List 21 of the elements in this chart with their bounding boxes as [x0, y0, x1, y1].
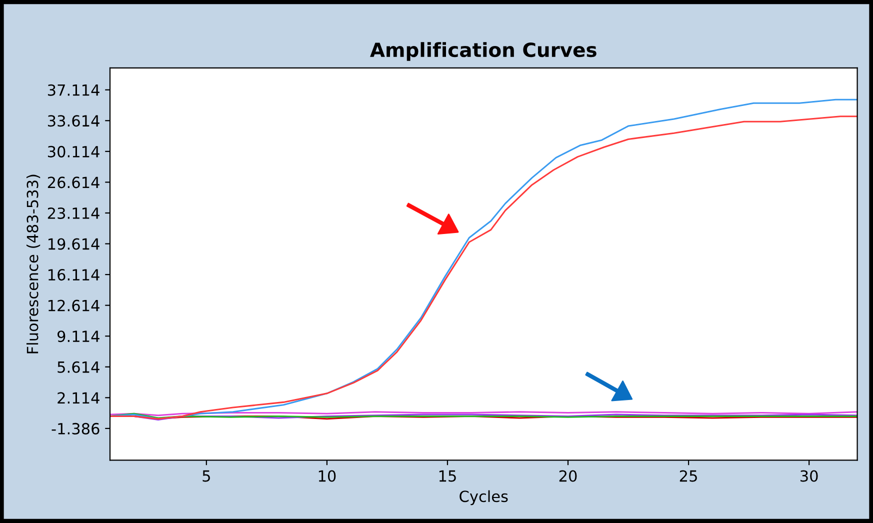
x-tick-label: 15: [439, 470, 456, 482]
y-tick-label: 23.114: [48, 207, 100, 220]
x-tick-label: 10: [318, 470, 336, 482]
y-tick-label: 30.114: [48, 146, 100, 158]
x-tick-label: 25: [680, 470, 697, 482]
y-tick-label: 19.614: [48, 238, 100, 250]
y-tick-label: 5.614: [58, 361, 100, 373]
y-axis-title: Fluorescence (483-533): [26, 174, 40, 354]
x-tick-label: 30: [800, 470, 818, 482]
y-tick-label: 16.114: [48, 269, 100, 281]
chart-title: Amplification Curves: [370, 42, 596, 61]
y-tick-label: 2.114: [58, 392, 100, 404]
y-tick-label: 26.614: [48, 176, 100, 188]
y-tick-label: -1.386: [52, 422, 100, 434]
y-tick-label: 33.614: [48, 115, 100, 127]
x-tick-label: 20: [559, 470, 577, 482]
y-tick-label: 12.614: [48, 300, 100, 312]
y-tick-label: 37.114: [48, 84, 100, 96]
x-axis-title: Cycles: [460, 490, 508, 506]
y-tick-label: 9.114: [58, 330, 100, 342]
x-tick-label: 5: [202, 470, 210, 482]
